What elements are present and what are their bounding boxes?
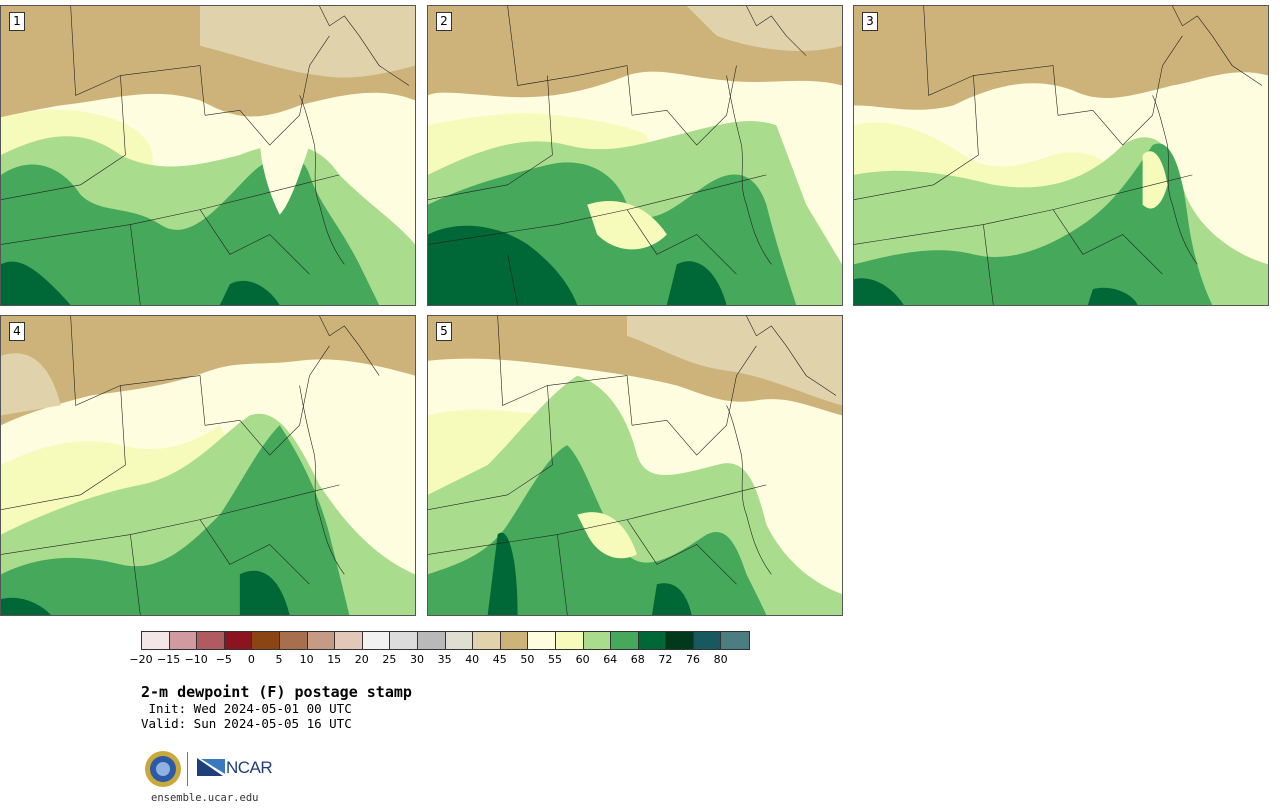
colorbar-ticks: −20 −15 −10 −5 0 5 10 15 20 25 30 35 40 45 50 55 60 64 68 7…	[129, 653, 781, 667]
colorbar-tick-label: 15	[327, 653, 342, 666]
colorbar-tick-label: 35	[437, 653, 452, 666]
valid-time: Valid: Sun 2024-05-05 16 UTC	[141, 716, 352, 731]
dewpoint-map-1	[1, 6, 415, 305]
colorbar-tick-label: 60	[575, 653, 590, 666]
init-time: Init: Wed 2024-05-01 00 UTC	[141, 701, 352, 716]
colorbar-swatch	[307, 632, 336, 649]
colorbar-tick-label: −5	[215, 653, 232, 666]
ncar-logo-text: NCAR	[226, 758, 273, 777]
colorbar-tick-label: 5	[275, 653, 283, 666]
colorbar-tick-label: 30	[410, 653, 424, 666]
nsf-logo	[145, 751, 181, 787]
colorbar-swatch	[611, 632, 639, 649]
panel-number: 4	[9, 322, 25, 341]
stamp-panel-1: 1	[0, 5, 416, 306]
colorbar-tick-label: 0	[247, 653, 255, 666]
colorbar	[141, 631, 751, 650]
colorbar-tick-label: 45	[492, 653, 507, 666]
colorbar-swatch	[666, 632, 694, 649]
colorbar-swatch	[279, 632, 308, 649]
colorbar-tick-label: 72	[658, 653, 673, 666]
colorbar-tick-label: −10	[184, 653, 208, 666]
panel-number: 5	[436, 322, 452, 341]
site-url: ensemble.ucar.edu	[151, 792, 259, 804]
colorbar-tick-label: 20	[354, 653, 369, 666]
colorbar-tick-label: 76	[686, 653, 700, 666]
colorbar-tick-label: 80	[713, 653, 728, 666]
colorbar-tick-label: 50	[520, 653, 535, 666]
logo-separator	[187, 752, 188, 786]
colorbar-swatch	[197, 632, 225, 649]
dewpoint-map-3	[854, 6, 1268, 305]
dewpoint-map-5	[428, 316, 842, 615]
colorbar-swatch	[445, 632, 474, 649]
colorbar-swatch	[528, 632, 556, 649]
panel-number: 2	[436, 12, 452, 31]
colorbar-swatch	[693, 632, 722, 649]
colorbar-swatch	[224, 632, 253, 649]
stamp-panel-3: 3	[853, 5, 1269, 306]
ncar-logo-mark	[197, 758, 225, 776]
colorbar-swatch	[417, 632, 446, 649]
colorbar-swatch	[555, 632, 584, 649]
colorbar-swatch	[142, 632, 170, 649]
colorbar-swatch	[638, 632, 667, 649]
colorbar-swatch	[362, 632, 391, 649]
colorbar-swatch	[335, 632, 363, 649]
product-title: 2-m dewpoint (F) postage stamp	[141, 683, 412, 701]
dewpoint-map-4	[1, 316, 415, 615]
colorbar-swatch	[500, 632, 529, 649]
colorbar-swatch	[169, 632, 198, 649]
colorbar-swatch	[473, 632, 501, 649]
colorbar-tick-label: 68	[630, 653, 645, 666]
colorbar-swatch	[252, 632, 280, 649]
colorbar-swatch	[583, 632, 612, 649]
colorbar-swatch	[390, 632, 418, 649]
colorbar-tick-label: −15	[156, 653, 181, 666]
dewpoint-map-2	[428, 6, 842, 305]
stamp-panel-5: 5	[427, 315, 843, 616]
colorbar-tick-label: 64	[603, 653, 618, 666]
panel-number: 1	[9, 12, 25, 31]
stamp-panel-4: 4	[0, 315, 416, 616]
colorbar-tick-label: 10	[299, 653, 314, 666]
colorbar-tick-label: 25	[382, 653, 397, 666]
colorbar-tick-label: −20	[129, 653, 153, 666]
panel-number: 3	[862, 12, 878, 31]
colorbar-tick-label: 40	[465, 653, 480, 666]
stamp-panel-2: 2	[427, 5, 843, 306]
colorbar-swatch	[721, 632, 750, 649]
colorbar-tick-label: 55	[548, 653, 562, 666]
